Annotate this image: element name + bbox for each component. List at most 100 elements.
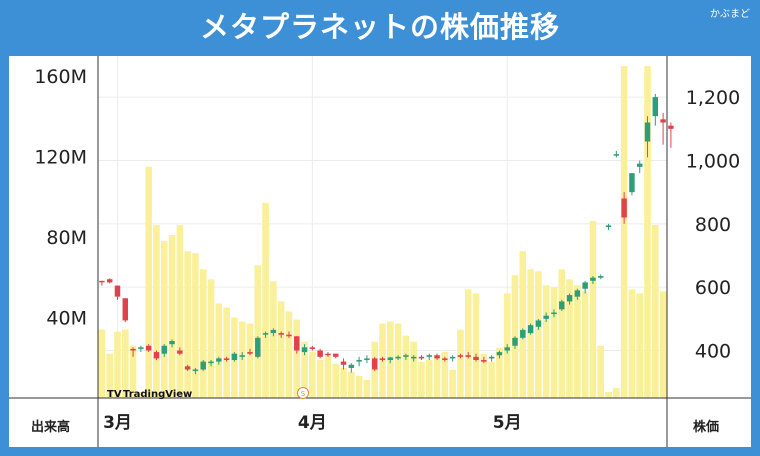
- volume-bar: [644, 66, 651, 398]
- candle-body: [114, 285, 121, 297]
- candle-body: [333, 353, 339, 357]
- price-tick-label: 400: [695, 341, 731, 363]
- candle-body: [574, 290, 581, 297]
- candle-body: [348, 364, 355, 368]
- volume-bar: [309, 351, 316, 398]
- candle-body: [294, 336, 300, 351]
- volume-tick-label: 80M: [46, 227, 87, 249]
- volume-bar: [192, 253, 199, 398]
- volume-bar: [433, 355, 441, 398]
- volume-bar: [464, 289, 472, 398]
- volume-tick-label: 120M: [34, 147, 87, 169]
- candle-body: [559, 301, 565, 310]
- candle-body: [255, 337, 261, 357]
- event-badge-icon: [297, 387, 309, 399]
- volume-bar: [207, 279, 215, 398]
- volume-bar: [620, 66, 628, 398]
- volume-tick-label: 40M: [46, 308, 87, 330]
- page-title: メタプラネットの株価推移: [199, 10, 560, 44]
- volume-bar: [184, 251, 191, 398]
- candle-body: [177, 350, 183, 354]
- volume-bar: [418, 361, 425, 398]
- candle-body: [278, 333, 284, 335]
- volume-bar: [363, 379, 371, 398]
- volume-bar: [566, 279, 573, 398]
- volume-bar: [348, 371, 355, 398]
- volume-bar: [324, 355, 332, 398]
- brand-logo: かぶまど: [710, 9, 750, 20]
- candle-body: [481, 360, 487, 362]
- volume-bar: [106, 353, 113, 398]
- candle-body: [262, 333, 269, 335]
- volume-bar: [137, 391, 145, 398]
- candle-body: [488, 356, 495, 359]
- candle-body: [644, 122, 651, 142]
- candle-body: [410, 356, 417, 359]
- price-tick-label: 1,000: [686, 151, 740, 173]
- candle-body: [145, 345, 152, 351]
- candle-body: [473, 356, 479, 360]
- candle-body: [543, 315, 549, 319]
- candle-body: [512, 337, 518, 346]
- tick-labels: 40M 80M 120M 160M 400 600 800 1,000 1,200 3月 4月 5月: [34, 66, 740, 433]
- candle-body: [465, 355, 471, 357]
- volume-bar: [628, 289, 636, 398]
- volume-bar: [316, 359, 324, 398]
- volume-bar: [519, 251, 527, 398]
- candle-body: [613, 154, 620, 156]
- volume-bar: [332, 363, 340, 398]
- volume-bar: [581, 291, 589, 398]
- volume-bar: [496, 347, 503, 398]
- volume-bar: [535, 271, 542, 398]
- candle-body: [371, 358, 378, 370]
- volume-bar: [613, 387, 620, 398]
- volume-tick-label: 160M: [34, 66, 87, 88]
- volume-bar: [355, 375, 363, 398]
- volume-bar: [441, 351, 449, 398]
- candle-body: [629, 173, 635, 193]
- candle-body: [153, 352, 160, 359]
- candle-body: [301, 347, 308, 353]
- volume-bar: [121, 329, 129, 398]
- candle-body: [566, 295, 573, 302]
- candle-body: [605, 225, 612, 227]
- candle-body: [434, 355, 440, 359]
- month-tick-label: 4月: [298, 413, 327, 433]
- candle-body: [309, 347, 316, 349]
- candle-body: [122, 298, 129, 321]
- volume-bar: [457, 329, 464, 398]
- tradingview-watermark: TV TradingView S: [107, 387, 309, 400]
- volume-bar: [223, 307, 230, 398]
- volume-bar: [176, 224, 184, 398]
- volume-bar: [652, 224, 659, 398]
- price-tick-label: 800: [695, 214, 731, 236]
- volume-bar: [98, 329, 106, 398]
- volume-bar: [262, 202, 269, 398]
- month-tick-label: 5月: [493, 413, 522, 433]
- candle-body: [239, 355, 245, 357]
- volume-bar: [394, 323, 402, 398]
- candle-body: [520, 329, 526, 338]
- volume-bar: [488, 361, 495, 398]
- volume-bar: [301, 341, 308, 398]
- candle-body: [200, 361, 206, 370]
- candle-body: [496, 352, 503, 356]
- volume-bar: [285, 311, 293, 398]
- volume-bar: [160, 241, 168, 398]
- candle-body: [598, 276, 604, 278]
- candle-body: [442, 358, 448, 360]
- volume-bar: [636, 293, 644, 398]
- candle-body: [590, 277, 596, 281]
- tradingview-logo-icon: TV: [107, 389, 122, 400]
- volume-bar: [605, 391, 612, 398]
- volume-bar: [542, 285, 550, 398]
- candle-body: [418, 356, 425, 359]
- volume-bar: [293, 319, 301, 398]
- volume-bar: [129, 345, 137, 398]
- volume-bar: [215, 303, 223, 398]
- volume-bar: [597, 345, 605, 398]
- volume-bar: [589, 220, 597, 398]
- volume-bar: [574, 285, 581, 398]
- price-tick-label: 1,200: [686, 87, 740, 109]
